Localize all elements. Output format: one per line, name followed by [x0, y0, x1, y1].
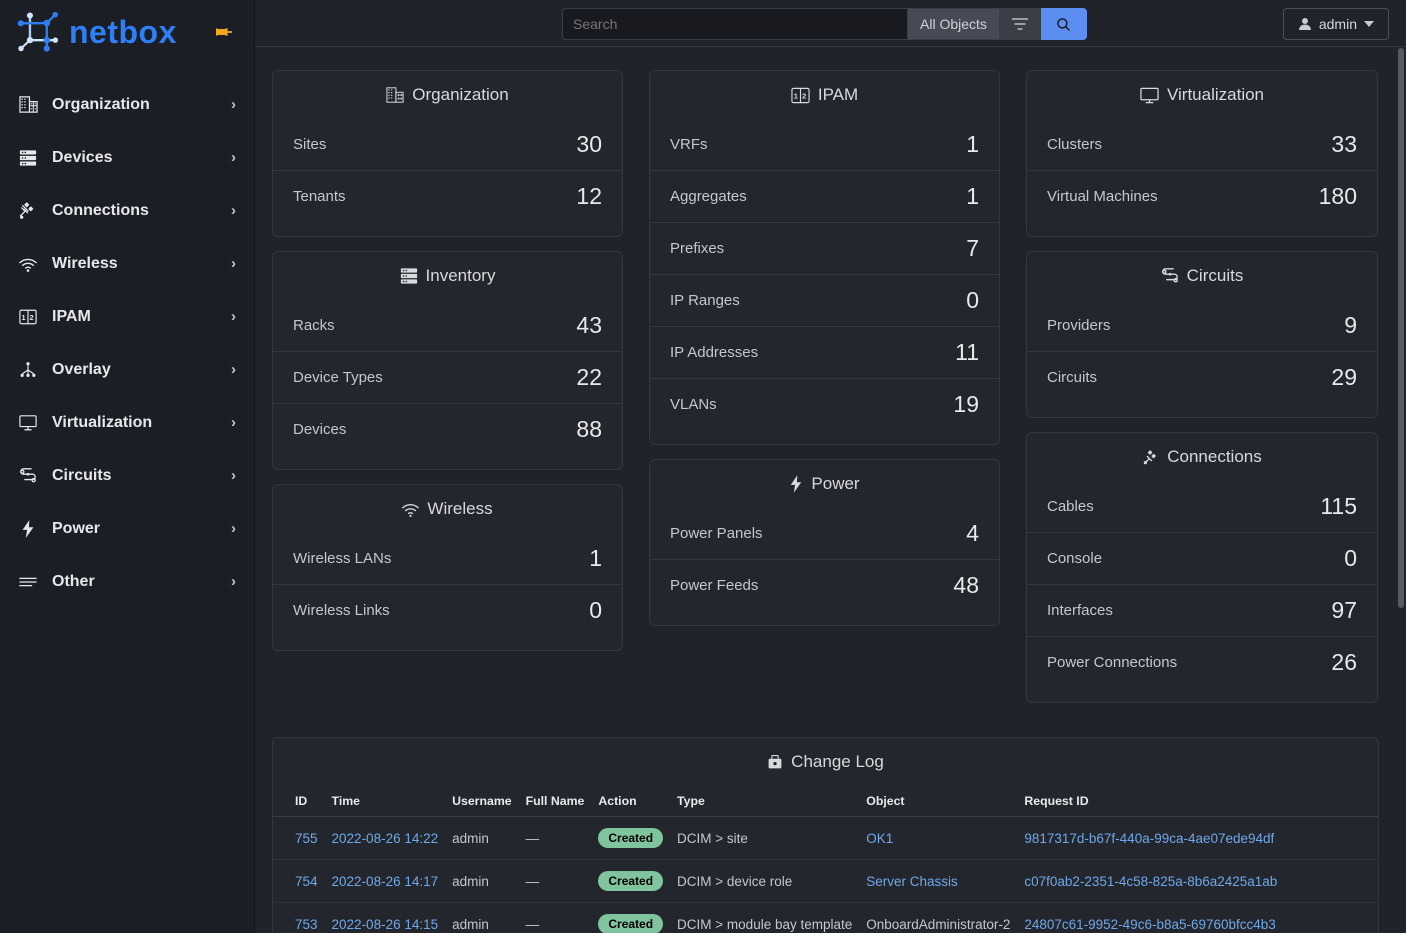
svg-text:1: 1: [794, 91, 799, 100]
svg-text:1: 1: [22, 312, 26, 321]
svg-text:2: 2: [29, 312, 33, 321]
svg-text:2: 2: [802, 91, 807, 100]
